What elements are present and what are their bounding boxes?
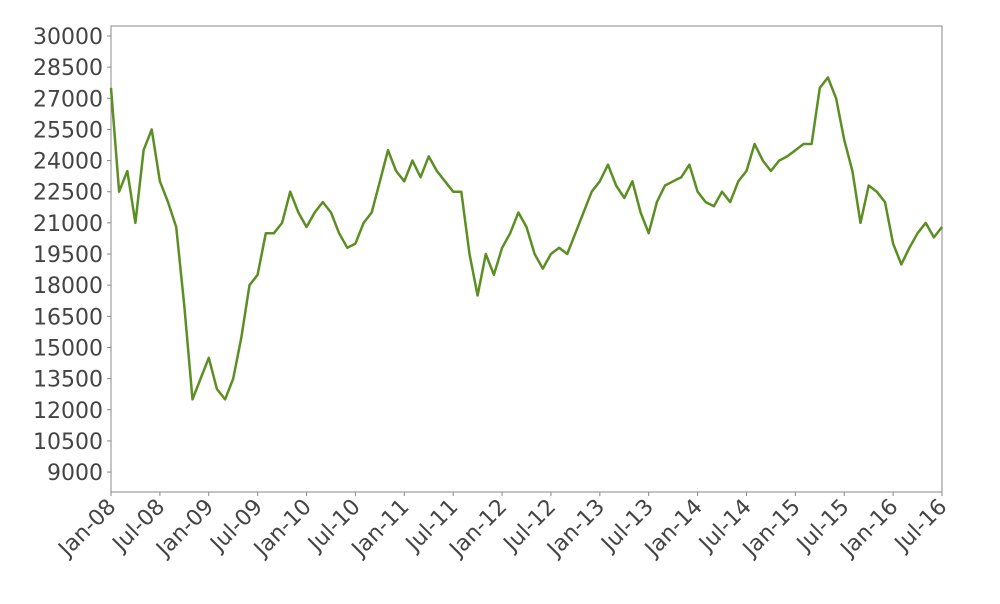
- y-tick-label: 24000: [33, 150, 103, 175]
- y-tick-label: 15000: [33, 336, 103, 361]
- y-tick-label: 16500: [33, 305, 103, 330]
- x-tick-label: Jan-08: [53, 495, 121, 563]
- y-tick-label: 22500: [33, 181, 103, 206]
- y-tick-label: 27000: [33, 87, 103, 112]
- y-tick-label: 25500: [33, 118, 103, 143]
- line-series: [109, 76, 943, 401]
- y-tick-label: 21000: [33, 212, 103, 237]
- plot-frame: [110, 25, 943, 493]
- y-tick-label: 13500: [33, 368, 103, 393]
- y-tick-label: 10500: [33, 430, 103, 455]
- y-tick-label: 12000: [33, 399, 103, 424]
- y-tick-label: 19500: [33, 243, 103, 268]
- y-tick-label: 9000: [47, 461, 103, 486]
- x-tick-label: Jul-16: [889, 495, 952, 558]
- y-tick-label: 18000: [33, 274, 103, 299]
- y-tick-label: 30000: [33, 25, 103, 50]
- y-tick-label: 28500: [33, 56, 103, 81]
